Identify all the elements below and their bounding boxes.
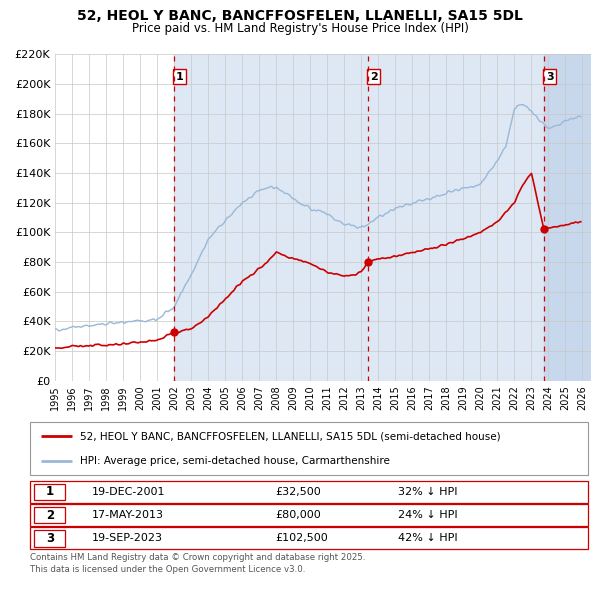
Text: 2: 2 [370, 71, 377, 81]
Bar [368, 54, 591, 381]
Text: £32,500: £32,500 [275, 487, 321, 497]
Bar [544, 54, 591, 381]
FancyBboxPatch shape [34, 507, 65, 523]
Text: 24% ↓ HPI: 24% ↓ HPI [398, 510, 458, 520]
Text: 42% ↓ HPI: 42% ↓ HPI [398, 533, 458, 543]
Text: 1: 1 [176, 71, 184, 81]
Text: 19-DEC-2001: 19-DEC-2001 [91, 487, 165, 497]
FancyBboxPatch shape [34, 530, 65, 546]
FancyBboxPatch shape [30, 422, 588, 475]
FancyBboxPatch shape [30, 481, 588, 503]
Bar [174, 54, 591, 381]
FancyBboxPatch shape [30, 527, 588, 549]
Text: 19-SEP-2023: 19-SEP-2023 [91, 533, 163, 543]
Text: Price paid vs. HM Land Registry's House Price Index (HPI): Price paid vs. HM Land Registry's House … [131, 22, 469, 35]
Text: HPI: Average price, semi-detached house, Carmarthenshire: HPI: Average price, semi-detached house,… [80, 455, 390, 466]
FancyBboxPatch shape [30, 504, 588, 526]
Text: 3: 3 [46, 532, 54, 545]
Text: 3: 3 [546, 71, 553, 81]
Text: 52, HEOL Y BANC, BANCFFOSFELEN, LLANELLI, SA15 5DL (semi-detached house): 52, HEOL Y BANC, BANCFFOSFELEN, LLANELLI… [80, 431, 501, 441]
Text: Contains HM Land Registry data © Crown copyright and database right 2025.
This d: Contains HM Land Registry data © Crown c… [30, 553, 365, 574]
Text: 2: 2 [46, 509, 54, 522]
Text: 32% ↓ HPI: 32% ↓ HPI [398, 487, 458, 497]
Text: 1: 1 [46, 486, 54, 499]
Text: £102,500: £102,500 [275, 533, 328, 543]
Text: 52, HEOL Y BANC, BANCFFOSFELEN, LLANELLI, SA15 5DL: 52, HEOL Y BANC, BANCFFOSFELEN, LLANELLI… [77, 9, 523, 23]
Text: £80,000: £80,000 [275, 510, 321, 520]
Text: 17-MAY-2013: 17-MAY-2013 [91, 510, 163, 520]
FancyBboxPatch shape [34, 484, 65, 500]
